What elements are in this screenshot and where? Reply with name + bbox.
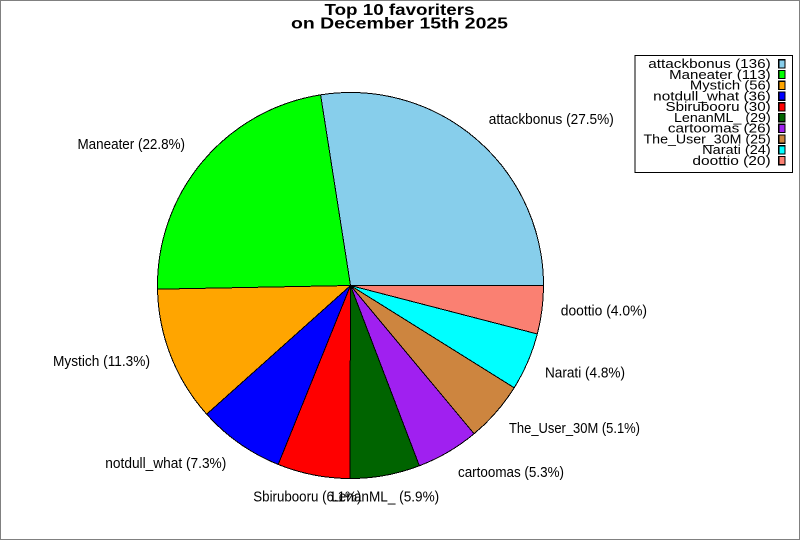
svg-text:attackbonus (27.5%): attackbonus (27.5%) — [489, 112, 614, 128]
svg-text:The_User_30M (5.1%): The_User_30M (5.1%) — [509, 421, 640, 437]
svg-text:on December 15th 2025: on December 15th 2025 — [291, 16, 509, 33]
svg-text:Mystich (56): Mystich (56) — [690, 78, 771, 93]
svg-text:The_User_30M (25): The_User_30M (25) — [644, 131, 771, 146]
svg-text:notdull_what (36): notdull_what (36) — [653, 88, 771, 103]
svg-text:attackbonus (136): attackbonus (136) — [648, 56, 770, 71]
svg-text:Top 10 favoriters: Top 10 favoriters — [325, 2, 475, 19]
svg-text:Mystich (11.3%): Mystich (11.3%) — [53, 354, 150, 370]
svg-text:Maneater (113): Maneater (113) — [669, 67, 771, 82]
svg-text:cartoomas (5.3%): cartoomas (5.3%) — [458, 465, 564, 481]
svg-text:Narati (24): Narati (24) — [702, 142, 771, 157]
svg-text:LenanML_ (5.9%): LenanML_ (5.9%) — [331, 489, 439, 505]
svg-text:Maneater (22.8%): Maneater (22.8%) — [78, 137, 186, 153]
svg-text:LenanML_ (29): LenanML_ (29) — [674, 110, 771, 125]
svg-text:cartoomas (26): cartoomas (26) — [668, 121, 771, 136]
svg-text:Sbirubooru (30): Sbirubooru (30) — [666, 99, 771, 114]
svg-text:doottio (20): doottio (20) — [692, 153, 770, 168]
svg-text:notdull_what (7.3%): notdull_what (7.3%) — [105, 456, 226, 472]
svg-text:Narati (4.8%): Narati (4.8%) — [545, 365, 625, 381]
svg-text:Sbirubooru (6.1%): Sbirubooru (6.1%) — [253, 489, 361, 505]
svg-text:doottio (4.0%): doottio (4.0%) — [561, 303, 647, 319]
